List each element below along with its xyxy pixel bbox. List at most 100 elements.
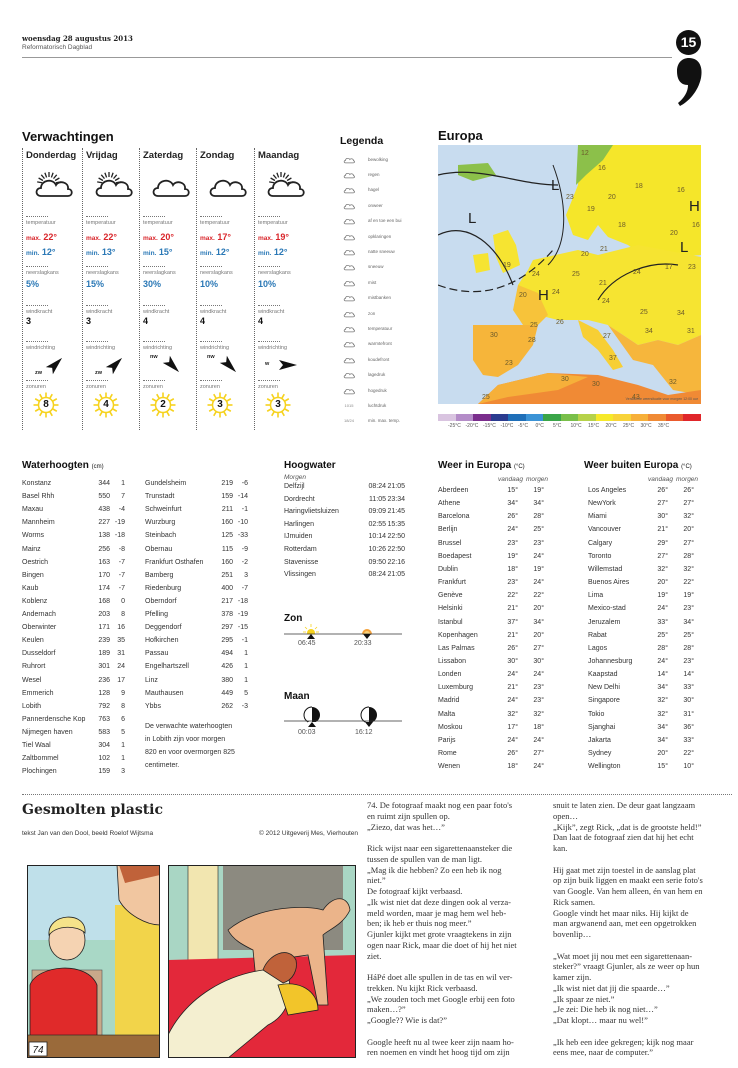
- city-row: Istanbul 37° 34°: [438, 619, 578, 631]
- rain-chance: 30%: [143, 279, 162, 289]
- city-row: Rome 26° 27°: [438, 750, 578, 762]
- city-row: Frankfurt 23° 24°: [438, 579, 578, 591]
- temp-tomorrow: 22°: [683, 579, 694, 587]
- row-value: 159: [98, 768, 110, 776]
- map-temperature: 24: [602, 298, 610, 305]
- wind-force: 3: [26, 316, 32, 326]
- story-line: „Ziezo, dat was het…”: [367, 821, 445, 832]
- row-name: Wesel: [22, 676, 42, 684]
- temp-tomorrow: 25°: [683, 631, 694, 639]
- water-note-line: 820 en voor overmorgen 825: [145, 749, 235, 756]
- row-name: Ruhrort: [22, 663, 46, 671]
- scale-swatch: [560, 414, 579, 421]
- high-pressure-label: H: [689, 198, 700, 215]
- scale-swatch: [525, 414, 544, 421]
- story-line: trekken. Nu kijkt Rick verbaasd.: [367, 982, 478, 993]
- legend-label: regen: [368, 171, 380, 177]
- row-value: 6: [121, 715, 125, 723]
- city-name: Los Angeles: [588, 487, 627, 494]
- city-name: Barcelona: [438, 513, 470, 521]
- row-value: 3: [244, 571, 248, 579]
- water-row: Schweinfurt 211 -1: [145, 506, 265, 518]
- sun-hours-label: zonuren: [258, 380, 280, 390]
- story-line: 74. De fotograaf maakt nog een paar foto…: [367, 800, 513, 810]
- water-row: Basel Rhh 550 7: [22, 493, 142, 505]
- city-name: Boedapest: [438, 552, 472, 560]
- map-temperature: 31: [687, 328, 695, 335]
- col-today: vandaag: [498, 476, 523, 483]
- min-label: min.: [86, 250, 100, 257]
- map-temperature: 24: [532, 271, 540, 278]
- wind-label: windkracht: [143, 305, 169, 315]
- city-row: Las Palmas 26° 27°: [438, 645, 578, 657]
- temp-today: 32°: [657, 710, 668, 718]
- wind-label: windkracht: [86, 305, 112, 315]
- row-name: Gundelsheim: [145, 480, 187, 487]
- land-scandinavia: [566, 145, 701, 260]
- max-temp: max. 22°: [86, 232, 117, 242]
- city-row: Miami 30° 32°: [588, 513, 728, 525]
- row-value: 400: [221, 584, 233, 592]
- legend-label: bewolking: [368, 156, 389, 162]
- min-label: min.: [143, 250, 157, 257]
- temperature-label: temperatuur: [26, 216, 56, 226]
- city-row: Athene 34° 34°: [438, 500, 578, 512]
- legend-item: af en toe een bui: [340, 214, 402, 228]
- city-name: New Delhi: [588, 684, 620, 692]
- temp-tomorrow: 23°: [533, 539, 544, 547]
- row-value: 168: [98, 597, 110, 605]
- city-row: Genève 22° 22°: [438, 592, 578, 604]
- water-row: Oestrich 163 -7: [22, 559, 142, 571]
- rain-label: neerslagkans: [258, 266, 291, 276]
- row-name: Delfzijl: [284, 483, 305, 490]
- col-today: vandaag: [648, 476, 673, 483]
- wind-force: 3: [86, 316, 92, 326]
- wind-direction: w: [265, 361, 270, 367]
- row-value: -19: [237, 611, 248, 618]
- temp-today: 29°: [657, 539, 668, 547]
- story-line: Google vindt het maar niks. Hij kijkt de: [553, 907, 689, 918]
- forecast-day-vrijdag: Vrijdag temperatuur max. 22° min. 13° neersl…: [82, 148, 139, 430]
- row-value: -4: [118, 506, 125, 514]
- water-row: Zaltbommel 102 1: [22, 755, 142, 767]
- row-value: 0: [121, 597, 125, 605]
- temperature-label: temperatuur: [200, 216, 230, 226]
- day-name: Zondag: [200, 150, 235, 161]
- set-triangle-icon: [363, 634, 371, 639]
- temp-tomorrow: 27°: [533, 750, 544, 757]
- row-name: Passau: [145, 650, 169, 658]
- legend-item: natte sneeuw: [340, 244, 395, 258]
- city-row: Malta 32° 32°: [438, 711, 578, 723]
- temp-today: 15°: [657, 763, 668, 771]
- city-row: Singapore 32° 30°: [588, 697, 728, 709]
- row-name: Koblenz: [22, 597, 48, 605]
- temperature-scale-labels: -25°C -20°C -15°C -10°C -5°C 0°C 5°C 10°C 15°C 20…: [438, 423, 701, 431]
- water-row: Riedenburg 400 -7: [145, 585, 265, 597]
- rain-icon: [340, 169, 358, 180]
- temp-tomorrow: 22°: [533, 592, 544, 600]
- map-temperature: 16: [677, 187, 685, 194]
- sun-hours-value: 2: [160, 399, 166, 410]
- row-name: Dordrecht: [284, 495, 315, 503]
- story-line: De fotograaf kijkt verbaasd.: [367, 886, 463, 896]
- sun-hours-icon: 2: [150, 392, 176, 418]
- row-name: Andernach: [22, 611, 56, 618]
- map-temperature: 25: [482, 394, 490, 401]
- scale-label: 10°C: [570, 423, 582, 429]
- water-title-text: Waterhoogten: [22, 460, 89, 471]
- row-value: 203: [98, 611, 110, 618]
- water-row: Nijmegen haven 583 5: [22, 729, 142, 741]
- land-south-east: [608, 325, 701, 395]
- city-row: Brussel 23° 23°: [438, 540, 578, 552]
- row-value: 170: [98, 571, 110, 579]
- max-value: 20°: [160, 232, 174, 242]
- cold-front-icon: [340, 354, 358, 365]
- moonset-time: 16:12: [355, 729, 373, 736]
- story-line: [367, 832, 550, 843]
- rise-triangle-icon: [307, 634, 315, 639]
- city-row: Jakarta 34° 33°: [588, 737, 728, 749]
- row-value: -14: [237, 493, 248, 501]
- temp-tomorrow: 34°: [683, 618, 694, 626]
- city-row: Dublin 18° 19°: [438, 566, 578, 578]
- water-row: Worms 138 -18: [22, 532, 142, 544]
